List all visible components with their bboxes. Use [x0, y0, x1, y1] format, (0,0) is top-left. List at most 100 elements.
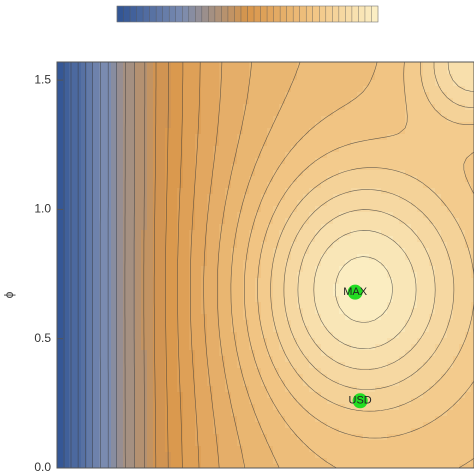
- field-cell: [213, 290, 220, 297]
- field-cell: [171, 134, 178, 141]
- field-cell: [441, 146, 448, 153]
- field-cell: [153, 416, 160, 423]
- field-cell: [369, 272, 376, 279]
- field-cell: [267, 188, 274, 195]
- field-cell: [189, 164, 196, 171]
- field-cell: [291, 104, 298, 111]
- field-cell: [399, 170, 406, 177]
- field-cell: [243, 218, 250, 225]
- field-cell: [273, 428, 280, 435]
- field-cell: [93, 332, 100, 339]
- field-cell: [207, 62, 214, 69]
- field-cell: [327, 116, 334, 123]
- field-cell: [99, 158, 106, 165]
- field-cell: [315, 446, 322, 453]
- field-cell: [213, 416, 220, 423]
- field-cell: [123, 296, 130, 303]
- field-cell: [81, 98, 88, 105]
- field-cell: [363, 224, 370, 231]
- field-cell: [435, 86, 442, 93]
- field-cell: [423, 464, 430, 469]
- field-cell: [255, 350, 262, 357]
- field-cell: [291, 230, 298, 237]
- field-cell: [231, 314, 238, 321]
- field-cell: [291, 404, 298, 411]
- field-cell: [471, 278, 474, 285]
- field-cell: [339, 320, 346, 327]
- field-cell: [447, 266, 454, 273]
- field-cell: [309, 110, 316, 117]
- field-cell: [213, 326, 220, 333]
- field-cell: [99, 278, 106, 285]
- field-cell: [441, 266, 448, 273]
- field-cell: [315, 68, 322, 75]
- field-cell: [393, 62, 400, 69]
- field-cell: [303, 314, 310, 321]
- field-cell: [177, 308, 184, 315]
- colorbar-step: [136, 6, 144, 22]
- field-cell: [453, 272, 460, 279]
- field-cell: [171, 140, 178, 147]
- field-cell: [453, 158, 460, 165]
- field-cell: [411, 176, 418, 183]
- field-cell: [213, 266, 220, 273]
- field-cell: [57, 410, 64, 417]
- field-cell: [339, 350, 346, 357]
- field-cell: [285, 128, 292, 135]
- field-cell: [195, 224, 202, 231]
- field-cell: [231, 80, 238, 87]
- field-cell: [441, 188, 448, 195]
- field-cell: [321, 128, 328, 135]
- field-cell: [471, 332, 474, 339]
- field-cell: [333, 104, 340, 111]
- field-cell: [357, 380, 364, 387]
- field-cell: [285, 122, 292, 129]
- field-cell: [315, 398, 322, 405]
- field-cell: [321, 416, 328, 423]
- field-cell: [135, 296, 142, 303]
- field-cell: [99, 266, 106, 273]
- field-cell: [69, 302, 76, 309]
- field-cell: [465, 458, 472, 465]
- field-cell: [207, 164, 214, 171]
- field-cell: [171, 170, 178, 177]
- field-cell: [153, 284, 160, 291]
- field-cell: [249, 332, 256, 339]
- field-cell: [255, 104, 262, 111]
- field-cell: [339, 134, 346, 141]
- field-cell: [153, 122, 160, 129]
- field-cell: [369, 452, 376, 459]
- field-cell: [189, 302, 196, 309]
- field-cell: [417, 344, 424, 351]
- field-cell: [291, 86, 298, 93]
- field-cell: [309, 116, 316, 123]
- field-cell: [111, 332, 118, 339]
- field-cell: [381, 92, 388, 99]
- field-cell: [57, 188, 64, 195]
- field-cell: [261, 440, 268, 447]
- field-cell: [207, 176, 214, 183]
- field-cell: [213, 314, 220, 321]
- field-cell: [375, 410, 382, 417]
- field-cell: [411, 164, 418, 171]
- field-cell: [465, 296, 472, 303]
- field-cell: [87, 80, 94, 87]
- field-cell: [339, 68, 346, 75]
- field-cell: [369, 236, 376, 243]
- field-cell: [393, 350, 400, 357]
- field-cell: [255, 176, 262, 183]
- field-cell: [213, 200, 220, 207]
- field-cell: [81, 386, 88, 393]
- field-cell: [171, 344, 178, 351]
- field-cell: [207, 290, 214, 297]
- field-cell: [363, 140, 370, 147]
- colorbar-step: [371, 6, 379, 22]
- field-cell: [81, 218, 88, 225]
- field-cell: [417, 248, 424, 255]
- field-cell: [147, 170, 154, 177]
- field-cell: [129, 80, 136, 87]
- field-cell: [375, 296, 382, 303]
- field-cell: [165, 314, 172, 321]
- field-cell: [381, 434, 388, 441]
- field-cell: [159, 356, 166, 363]
